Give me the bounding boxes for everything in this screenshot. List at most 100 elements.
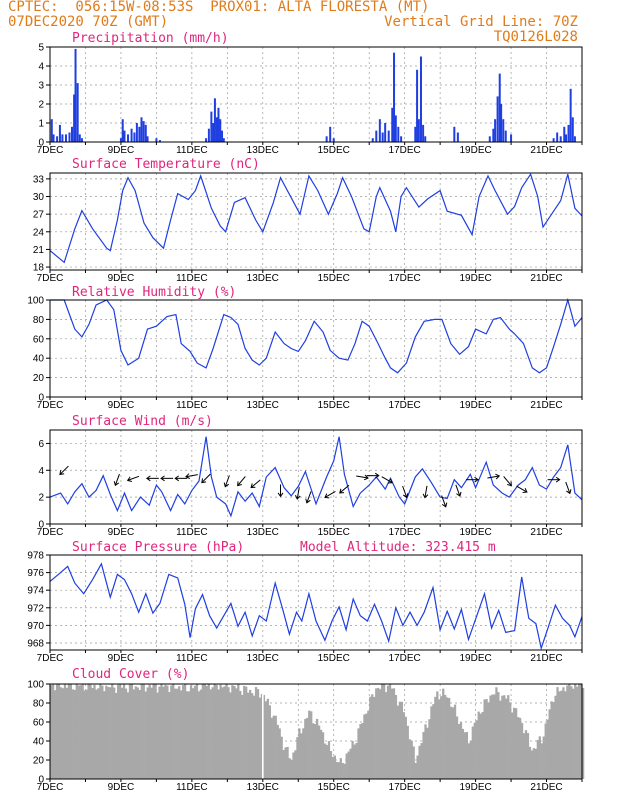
wind-arrow-icon [201, 473, 211, 483]
wind-arrow-icon [324, 491, 336, 498]
y-tick-label: 3 [38, 81, 44, 92]
cloud-bar [79, 685, 82, 779]
y-tick-label: 80 [33, 699, 45, 710]
x-tick-label: 19DEC [459, 782, 491, 793]
header-grid-line: Vertical Grid Line: 70Z [384, 14, 578, 30]
x-tick-label: 11DEC [176, 145, 208, 156]
y-tick-label: 974 [27, 586, 44, 597]
precip-bar [68, 132, 71, 142]
y-tick-label: 30 [33, 192, 45, 203]
wind-arrow-icon [516, 485, 528, 493]
cloud-bar [97, 688, 100, 779]
cloud-bar [158, 686, 161, 779]
x-tick-label: 9DEC [108, 400, 135, 411]
cloud-bar [355, 742, 358, 779]
precip-bar [121, 119, 124, 142]
series-line [49, 172, 583, 264]
cloud-bar [540, 743, 543, 779]
cloud-bar [520, 723, 524, 779]
cloud-bar [461, 728, 465, 779]
cloud-bar [453, 704, 457, 779]
cloud-bar [111, 684, 114, 779]
cloud-bar [552, 702, 555, 779]
x-tick-label: 11DEC [176, 653, 208, 664]
cloud-bar [57, 684, 61, 779]
cloud-bar [511, 712, 514, 779]
cloud-bar [237, 684, 240, 779]
y-tick-label: 20 [33, 373, 45, 384]
cloud-bar [493, 694, 496, 779]
cloud-bar [266, 698, 270, 779]
cloud-bar [176, 688, 179, 779]
precip-bar [219, 119, 222, 142]
cloud-bar [116, 684, 120, 779]
cloud-bar [359, 724, 362, 779]
cloud-bar [578, 684, 581, 779]
wind-arrow-head-icon [126, 476, 132, 482]
cloud-bar [526, 733, 530, 779]
precip-bar [500, 104, 503, 142]
cloud-bar [349, 748, 352, 779]
cloud-bar [63, 684, 67, 779]
cloud-bar [424, 724, 427, 779]
precip-bar [78, 134, 81, 142]
cloud-bar [475, 720, 478, 779]
precip-bar [213, 98, 216, 142]
cloud-bar [239, 690, 242, 779]
precip-bar [565, 134, 568, 142]
x-tick-label: 21DEC [530, 653, 562, 664]
x-tick-label: 15DEC [318, 273, 350, 284]
x-tick-label: 9DEC [108, 782, 135, 793]
y-tick-label: 18 [33, 263, 45, 274]
cloud-bar [189, 685, 193, 779]
x-tick-label: 13DEC [247, 400, 279, 411]
precip-bar [70, 126, 73, 142]
x-tick-label: 13DEC [247, 145, 279, 156]
x-tick-label: 21DEC [530, 145, 562, 156]
y-tick-label: 60 [33, 334, 45, 345]
y-tick-label: 21 [33, 245, 45, 256]
cloud-bar [217, 689, 220, 779]
x-tick-label: 21DEC [530, 400, 562, 411]
cloud-bar [77, 685, 80, 779]
precip-bar [146, 136, 149, 142]
x-tick-label: 15DEC [318, 400, 350, 411]
cloud-bar [93, 684, 96, 779]
x-tick-label: 19DEC [459, 527, 491, 538]
wind-arrow-icon [185, 474, 198, 478]
cloud-bar [469, 740, 472, 779]
cloud-bar [448, 698, 451, 779]
cloud-bar [166, 685, 169, 779]
x-tick-label: 11DEC [176, 400, 208, 411]
wind-arrow-head-icon [237, 481, 242, 487]
precip-bar [144, 124, 147, 142]
precip-bar [155, 138, 158, 142]
wind-arrow-head-icon [555, 476, 561, 483]
cloud-bar [538, 736, 541, 779]
precip-bar [119, 138, 122, 142]
precip-bar [142, 121, 145, 142]
cloud-bar [384, 692, 388, 779]
cloud-bar [130, 684, 134, 779]
cloud-bar [463, 732, 467, 779]
cloud-bar [185, 691, 189, 779]
precip-bar [502, 119, 505, 142]
cloud-bar [75, 684, 78, 779]
cloud-bar [140, 684, 143, 779]
y-tick-label: 60 [33, 718, 45, 729]
cloud-bar [101, 685, 104, 779]
cloud-bar [268, 705, 271, 779]
cloud-bar [162, 686, 165, 779]
precip-bar [573, 136, 576, 142]
cloud-bar [505, 698, 508, 779]
x-tick-label: 7DEC [37, 273, 64, 284]
precip-bar [123, 130, 126, 142]
x-tick-label: 17DEC [389, 273, 421, 284]
wind-arrow-head-icon [456, 491, 462, 497]
cloud-bar [142, 684, 145, 779]
wind-arrow-icon [356, 475, 369, 479]
cloud-bar [120, 687, 124, 779]
cloud-bar [373, 696, 376, 779]
cloud-bar [302, 728, 305, 779]
cloud-bar [365, 713, 368, 779]
